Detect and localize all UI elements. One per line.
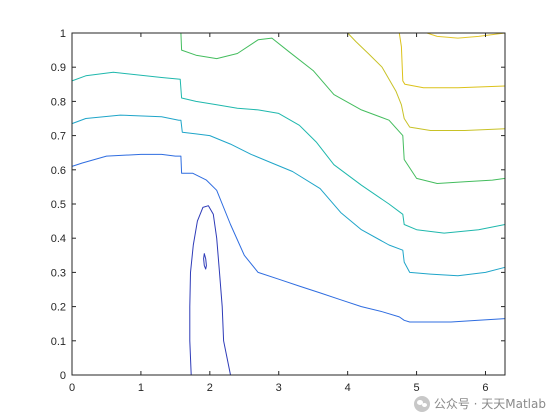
y-tick-label: 1 <box>60 28 66 40</box>
y-tick-label: 0.7 <box>51 131 66 143</box>
contour-line-6 <box>347 32 506 131</box>
contour-line-0 <box>189 205 231 376</box>
x-tick-label: 4 <box>345 382 351 394</box>
contour-line-1 <box>203 253 207 270</box>
wechat-icon <box>413 395 430 412</box>
x-tick-label: 6 <box>482 382 488 394</box>
x-tick-label: 0 <box>69 382 75 394</box>
watermark-text: 公众号 · 天天Matlab <box>433 397 546 411</box>
y-tick-label: 0.9 <box>51 62 66 74</box>
axis-ticks: 0 1 2 3 4 5 6 0 0.1 0.2 0.3 0.4 0.5 0.6 0.7 0.8 0.9 1 <box>51 28 505 394</box>
contour-line-3 <box>71 114 506 277</box>
contour-line-5 <box>180 32 506 184</box>
contour-line-8 <box>426 32 506 39</box>
watermark: 公众号 · 天天Matlab <box>413 395 546 412</box>
x-tick-label: 3 <box>276 382 282 394</box>
plot-area <box>72 33 505 375</box>
x-tick-label: 1 <box>138 382 144 394</box>
x-tick-label: 2 <box>207 382 213 394</box>
y-tick-label: 0.6 <box>51 165 66 177</box>
y-tick-label: 0.4 <box>51 233 66 245</box>
y-tick-label: 0.1 <box>51 336 66 348</box>
y-tick-label: 0.2 <box>51 302 66 314</box>
contour-line-2 <box>71 153 506 323</box>
axes-box <box>71 32 506 376</box>
y-tick-label: 0 <box>60 370 66 382</box>
contour-line-7 <box>398 32 506 89</box>
x-tick-label: 5 <box>414 382 420 394</box>
contour-lines <box>71 32 506 376</box>
contour-line-4 <box>71 71 506 234</box>
y-tick-label: 0.5 <box>51 199 66 211</box>
y-tick-label: 0.8 <box>51 96 66 108</box>
y-tick-label: 0.3 <box>51 267 66 279</box>
